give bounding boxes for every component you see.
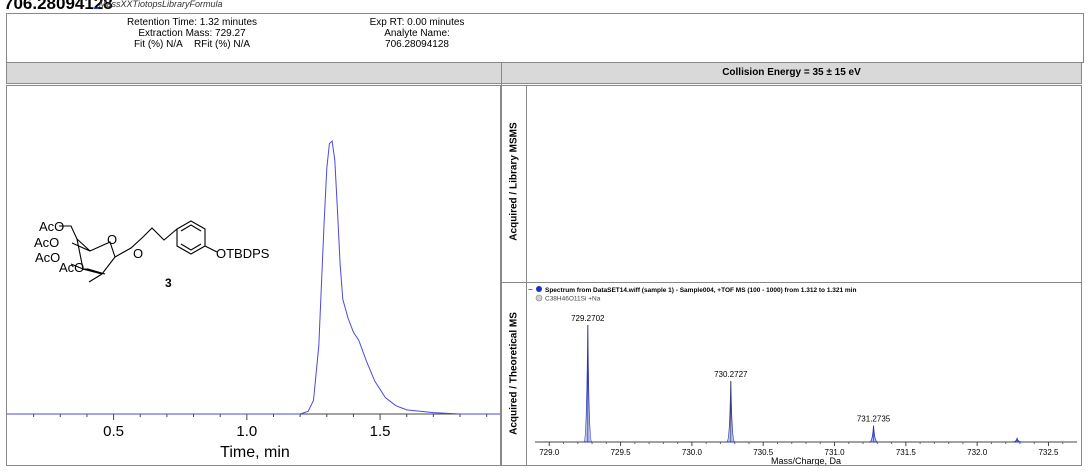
glycosidic-oxygen-label: O — [133, 246, 143, 261]
spectrum-tick-label: 729.5 — [611, 448, 632, 457]
spectrum-ticks: 729.0 729.5 730.0 730.5 731.0 731.5 732.0 732.5 — [539, 442, 1064, 457]
extraction-mass: Extraction Mass: 729.27 — [138, 28, 246, 39]
bonds — [59, 225, 178, 283]
spectrum-tick-label: 732.0 — [967, 448, 988, 457]
chromatogram-tick-label: 1.0 — [236, 423, 257, 440]
retention-time: Retention Time: 1.32 minutes — [126, 17, 258, 28]
chromatogram-x-label: Time, min — [220, 444, 290, 461]
legend-toggle[interactable]: − — [528, 285, 533, 294]
formula-link[interactable]: _MassXXTiotopsLibraryFormula — [94, 0, 222, 9]
chromatogram-svg: 0.5 1.0 1.5 Time, min AcO AcO AcO AcO O O … — [7, 139, 500, 461]
peak-label: 731.2735 — [857, 415, 891, 424]
legend-marker-theoretical — [535, 294, 543, 302]
peak-label: 730.2727 — [714, 370, 748, 379]
analyte-name-label: Analyte Name: — [384, 28, 450, 39]
spectrum-tick-label: 731.5 — [896, 448, 917, 457]
spectrum-tick-label: 729.0 — [539, 448, 560, 457]
spectrum-tick-label: 732.5 — [1038, 448, 1059, 457]
legend-theoretical: C38H46O11Si +Na — [545, 296, 601, 303]
acetoxy-label-3: AcO — [35, 250, 60, 265]
info-box: Retention Time: 1.32 minutes Extraction … — [6, 13, 1084, 63]
ms-spectrum-svg: 729.0 729.5 730.0 730.5 731.0 731.5 732.0 732.5… — [528, 285, 1077, 465]
header-divider — [501, 63, 502, 85]
theoretical-ms-label: Acquired / Theoretical MS — [508, 312, 520, 435]
chromatogram-tick-label: 1.5 — [370, 423, 391, 440]
spectrum-tick-label: 730.0 — [682, 448, 703, 457]
fit: Fit (%) N/A — [133, 39, 183, 50]
collision-energy: Collision Energy = 35 ± 15 eV — [722, 67, 861, 78]
acetoxy-label-2: AcO — [34, 235, 59, 250]
exp-rt: Exp RT: 0.00 minutes — [369, 17, 465, 28]
spectra-panel: Acquired / Library MSMS Acquired / Theor… — [501, 85, 1082, 466]
wedge-bond — [82, 268, 106, 275]
spectra-label-column — [502, 86, 527, 465]
library-msms-label: Acquired / Library MSMS — [508, 122, 520, 241]
compound-number: 3 — [165, 276, 172, 290]
fit-values: Fit (%) N/A RFit (%) N/A — [87, 39, 297, 51]
spectrum-tick-label: 730.5 — [753, 448, 774, 457]
formula-link-text: MassXXTiotopsLibraryFormula — [99, 0, 223, 9]
spectrum-x-label: Mass/Charge, Da — [771, 456, 841, 465]
title-strip: 706.28094128 _MassXXTiotopsLibraryFormul… — [0, 0, 1088, 12]
legend-marker-acquired — [536, 286, 542, 292]
otbdps-label: OTBDPS — [216, 246, 270, 261]
spectrum-peaks: 729.2702 730.2727 731.2735 — [571, 314, 1022, 443]
acetoxy-label-1: AcO — [39, 219, 64, 234]
legend-acquired: Spectrum from DataSET14.wiff (sample 1) … — [545, 287, 856, 294]
phenoxy-bond — [204, 245, 218, 253]
ring-oxygen-label: O — [107, 232, 117, 247]
rfit: RFit (%) N/A — [193, 39, 251, 50]
peak-label: 729.2702 — [571, 314, 605, 323]
chromatogram-trace — [7, 139, 500, 415]
analyte-name-value: 706.28094128 — [385, 39, 449, 50]
benzene-ring — [176, 220, 206, 255]
link-underscore: _ — [94, 0, 100, 9]
panel-header-row: Collision Energy = 35 ± 15 eV — [6, 62, 1082, 85]
chemical-structure — [59, 220, 218, 283]
page-title: 706.28094128 — [4, 0, 113, 12]
acetoxy-label-4: AcO — [59, 260, 84, 275]
chromatogram-ticks: 0.5 1.0 1.5 — [33, 414, 488, 440]
chromatogram-tick-label: 0.5 — [103, 423, 124, 440]
structure-labels: AcO AcO AcO AcO O O OTBDPS 3 — [34, 219, 270, 290]
spectrum-tick-label: 731.0 — [825, 448, 846, 457]
spectrum-legend: − Spectrum from DataSET14.wiff (sample 1… — [528, 285, 856, 303]
spectra-divider — [502, 282, 1081, 283]
chromatogram-panel: 0.5 1.0 1.5 Time, min AcO AcO AcO AcO O O … — [6, 85, 501, 466]
